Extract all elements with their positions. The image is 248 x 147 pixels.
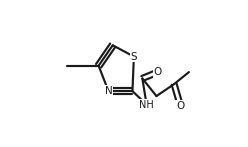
Text: N: N [105,86,112,96]
Text: NH: NH [139,100,154,110]
Text: O: O [154,67,162,77]
Text: S: S [130,52,137,62]
Text: O: O [176,101,185,111]
